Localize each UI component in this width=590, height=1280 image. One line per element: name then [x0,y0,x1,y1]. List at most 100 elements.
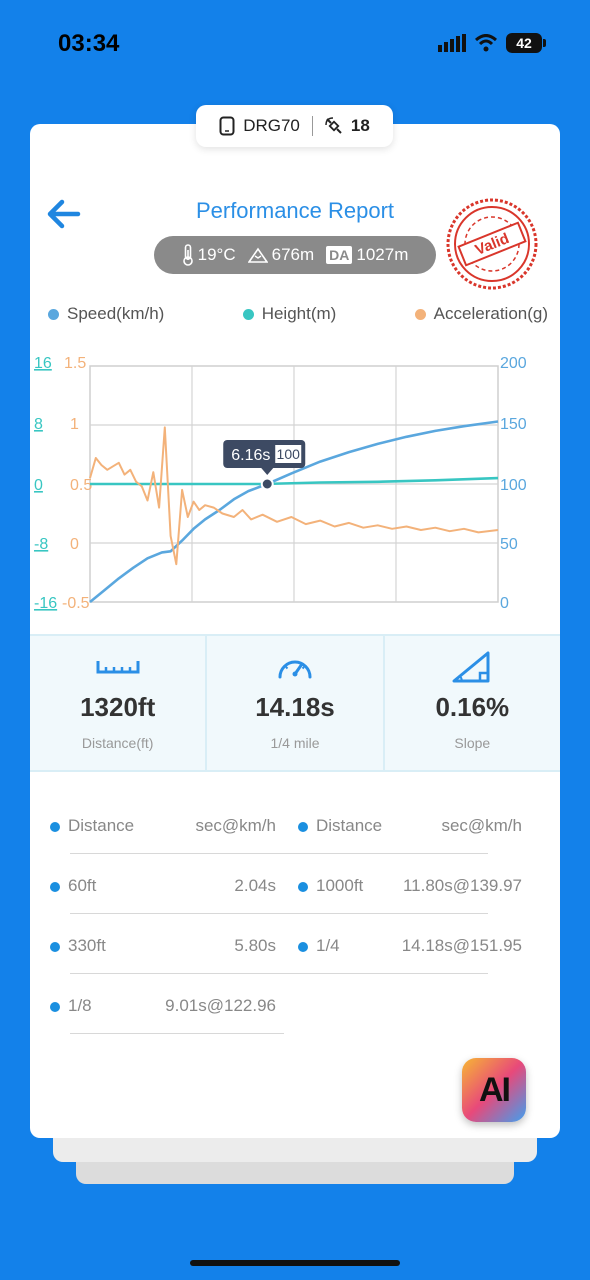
altitude-value: 676m [271,245,315,264]
status-bar: 03:34 42 [0,0,590,90]
split-key: 1/4 [316,936,340,955]
split-header-right: Distance sec@km/h [298,816,522,838]
stat-distance-label: Distance(ft) [81,735,154,751]
stat-time-value: 14.18s [255,692,335,722]
stats-panel: 1320ft Distance(ft) 14.18s 1/4 mile [30,634,560,772]
split-row: 1000ft 11.80s@139.97 [298,876,522,898]
marker-speed-badge [275,445,302,463]
speed-tick-label: 200 [500,355,527,372]
stat-slope-label: Slope [454,735,491,751]
split-key: 1000ft [316,876,364,895]
legend-speed-dot [48,308,59,320]
bullet-icon [298,822,308,832]
split-key: 330ft [68,936,106,955]
thermometer-icon [182,244,193,266]
split-value: 11.80s@139.97 [402,876,522,895]
legend-speed-label: Speed(km/h) [67,304,165,323]
split-header-left-value: sec@km/h [195,816,276,835]
slope-icon [452,651,490,683]
density-altitude-item: DA 1027m [326,245,408,265]
acceleration-tick-label: 0 [70,536,79,553]
signal-icon [438,34,466,52]
divider [70,1033,284,1034]
home-indicator[interactable] [190,1260,400,1266]
split-header-right-key: Distance [316,816,383,835]
divider [70,973,488,974]
valid-stamp: Valid [446,198,538,290]
marker-speed-label: 100 [277,446,301,462]
back-arrow-icon[interactable] [44,196,84,232]
bullet-icon [50,1002,60,1012]
stat-slope: 0.16% Slope [382,636,560,770]
stat-distance: 1320ft Distance(ft) [30,636,205,770]
speedometer-icon [278,660,312,679]
marker-tooltip-arrow [261,468,274,475]
height-tick-label: -16 [34,595,57,612]
height-tick-label: 16 [34,355,52,372]
wifi-icon [474,34,498,52]
status-time: 03:34 [58,30,120,57]
series-line-height [90,476,499,486]
bullet-icon [50,942,60,952]
weather-pill: 19°C 676m DA 1027m [154,236,436,274]
mountain-icon [247,247,268,263]
page-title: Performance Report [195,198,395,223]
split-row: 1/4 14.18s@151.95 [298,936,522,958]
device-separator [311,116,313,136]
report-card: Performance Report 19°C 676m DA 1027m [30,124,560,1138]
speed-tick-label: 50 [500,536,518,553]
bullet-icon [50,822,60,832]
battery-indicator: 42 [506,33,546,53]
chart-legend: Speed(km/h) Height(m) Acceleration(g) [48,304,548,324]
acceleration-tick-label: 1.5 [64,355,86,372]
split-key: 60ft [68,876,97,895]
legend-speed: Speed(km/h) [48,304,164,324]
split-header-left: Distance sec@km/h [50,816,276,838]
split-value: 5.80s [234,936,276,955]
temperature-value: 19°C [197,245,236,264]
stat-slope-value: 0.16% [435,692,510,722]
legend-height: Height(m) [242,304,337,324]
split-row: 1/8 9.01s@122.96 [50,996,276,1018]
split-header-left-key: Distance [68,816,135,835]
split-row: 60ft 2.04s [50,876,276,898]
speed-tick-label: 0 [500,595,509,612]
split-key: 1/8 [68,996,92,1015]
bullet-icon [50,882,60,892]
height-tick-label: -8 [34,536,48,553]
ai-badge-text: AI [479,1070,511,1109]
bullet-icon [298,882,308,892]
marker-point [260,477,274,491]
divider [70,853,488,854]
density-altitude-value: 1027m [356,245,409,264]
acceleration-tick-label: -0.5 [62,595,90,612]
ai-assistant-button[interactable]: AI [462,1058,526,1122]
temperature-item: 19°C [182,244,236,266]
device-name: DRG70 [243,116,300,135]
legend-acceleration-dot [414,308,426,320]
legend-height-dot [242,308,254,320]
legend-height-label: Height(m) [261,304,337,323]
acceleration-tick-label: 1 [70,416,79,433]
series-line-speed [89,420,499,604]
split-header-right-value: sec@km/h [441,816,522,835]
split-value: 14.18s@151.95 [401,936,522,955]
phone-icon [219,116,235,136]
series-line-acceleration [89,426,499,566]
height-tick-label: 0 [34,477,43,494]
bullet-icon [298,942,308,952]
stat-time: 14.18s 1/4 mile [205,636,382,770]
device-pill[interactable]: DRG70 18 [196,105,393,147]
height-tick-label: 8 [34,416,43,433]
stat-distance-value: 1320ft [80,692,156,722]
satellite-icon [325,117,342,134]
performance-chart[interactable]: 16 8 0 -8 -16 1.5 1 0.5 0 -0.5 200 150 100 50 0 6.16s 10… [30,344,560,614]
split-row: 330ft 5.80s [50,936,276,958]
da-label: DA [326,246,353,264]
acceleration-tick-label: 0.5 [70,477,92,494]
status-icons: 42 [438,33,546,53]
legend-acceleration: Acceleration(g) [414,304,548,324]
split-value: 9.01s@122.96 [165,996,276,1015]
marker-time-label: 6.16s [231,447,270,464]
divider [70,913,488,914]
